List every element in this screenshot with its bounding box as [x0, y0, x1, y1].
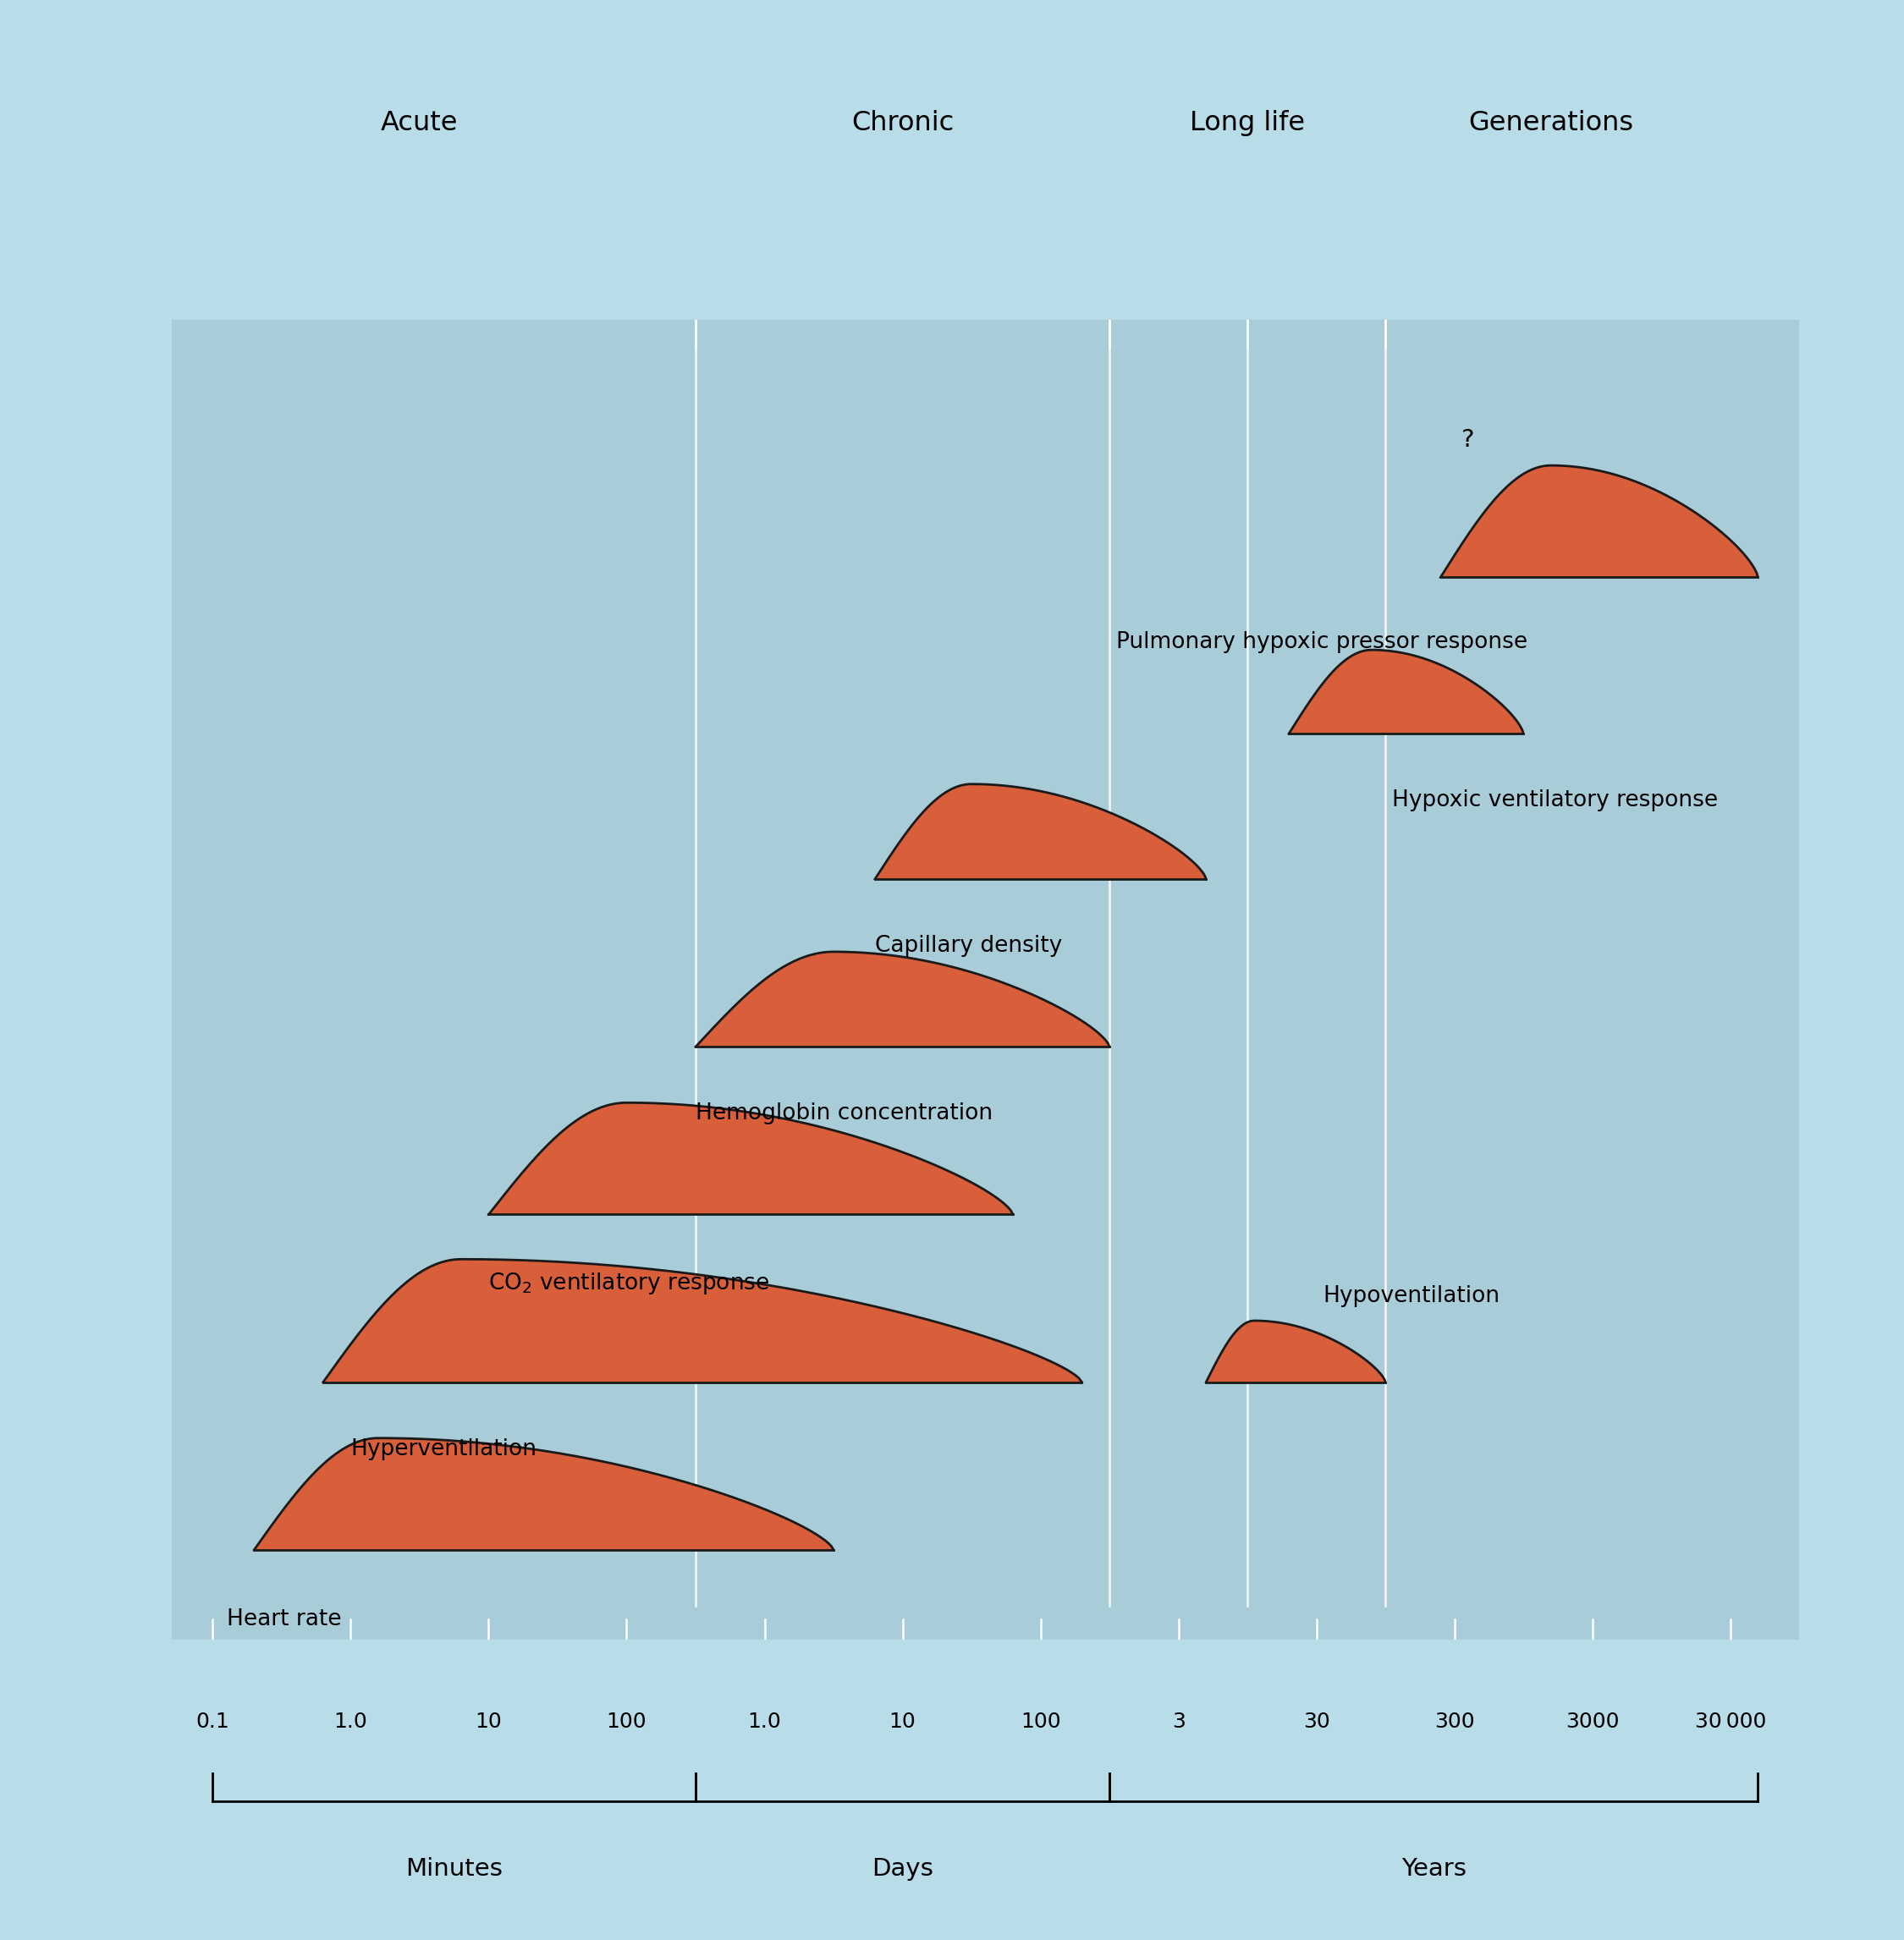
Text: 100: 100 — [607, 1711, 647, 1732]
Text: Days: Days — [872, 1857, 933, 1882]
Text: Hyperventilation: Hyperventilation — [350, 1438, 537, 1461]
Text: Minutes: Minutes — [406, 1857, 503, 1882]
Text: Hypoventilation: Hypoventilation — [1323, 1286, 1500, 1308]
Text: Generations: Generations — [1468, 109, 1634, 136]
Text: Hemoglobin concentration: Hemoglobin concentration — [695, 1102, 992, 1125]
Polygon shape — [1441, 466, 1757, 578]
Polygon shape — [324, 1259, 1081, 1381]
Polygon shape — [489, 1102, 1013, 1214]
Polygon shape — [876, 784, 1205, 879]
Text: 10: 10 — [889, 1711, 916, 1732]
Text: 30 000: 30 000 — [1695, 1711, 1767, 1732]
Text: Heart rate: Heart rate — [227, 1608, 341, 1630]
Text: 10: 10 — [476, 1711, 503, 1732]
Text: 30: 30 — [1302, 1711, 1329, 1732]
Text: CO$_2$ ventilatory response: CO$_2$ ventilatory response — [489, 1271, 769, 1296]
Polygon shape — [695, 953, 1110, 1048]
Polygon shape — [253, 1438, 834, 1550]
Text: 3000: 3000 — [1565, 1711, 1618, 1732]
Polygon shape — [1289, 650, 1523, 733]
Text: 100: 100 — [1021, 1711, 1061, 1732]
Text: Pulmonary hypoxic pressor response: Pulmonary hypoxic pressor response — [1116, 630, 1527, 654]
Text: 3: 3 — [1171, 1711, 1184, 1732]
Text: 1.0: 1.0 — [333, 1711, 367, 1732]
Text: Chronic: Chronic — [851, 109, 954, 136]
Text: 1.0: 1.0 — [748, 1711, 781, 1732]
Text: Hypoxic ventilatory response: Hypoxic ventilatory response — [1392, 790, 1717, 811]
Polygon shape — [1205, 1321, 1386, 1381]
Text: Acute: Acute — [381, 109, 459, 136]
Text: Years: Years — [1401, 1857, 1466, 1882]
Text: Capillary density: Capillary density — [876, 935, 1062, 956]
Text: ?: ? — [1462, 429, 1476, 452]
Text: Long life: Long life — [1190, 109, 1304, 136]
Text: 0.1: 0.1 — [196, 1711, 230, 1732]
Text: 300: 300 — [1434, 1711, 1474, 1732]
